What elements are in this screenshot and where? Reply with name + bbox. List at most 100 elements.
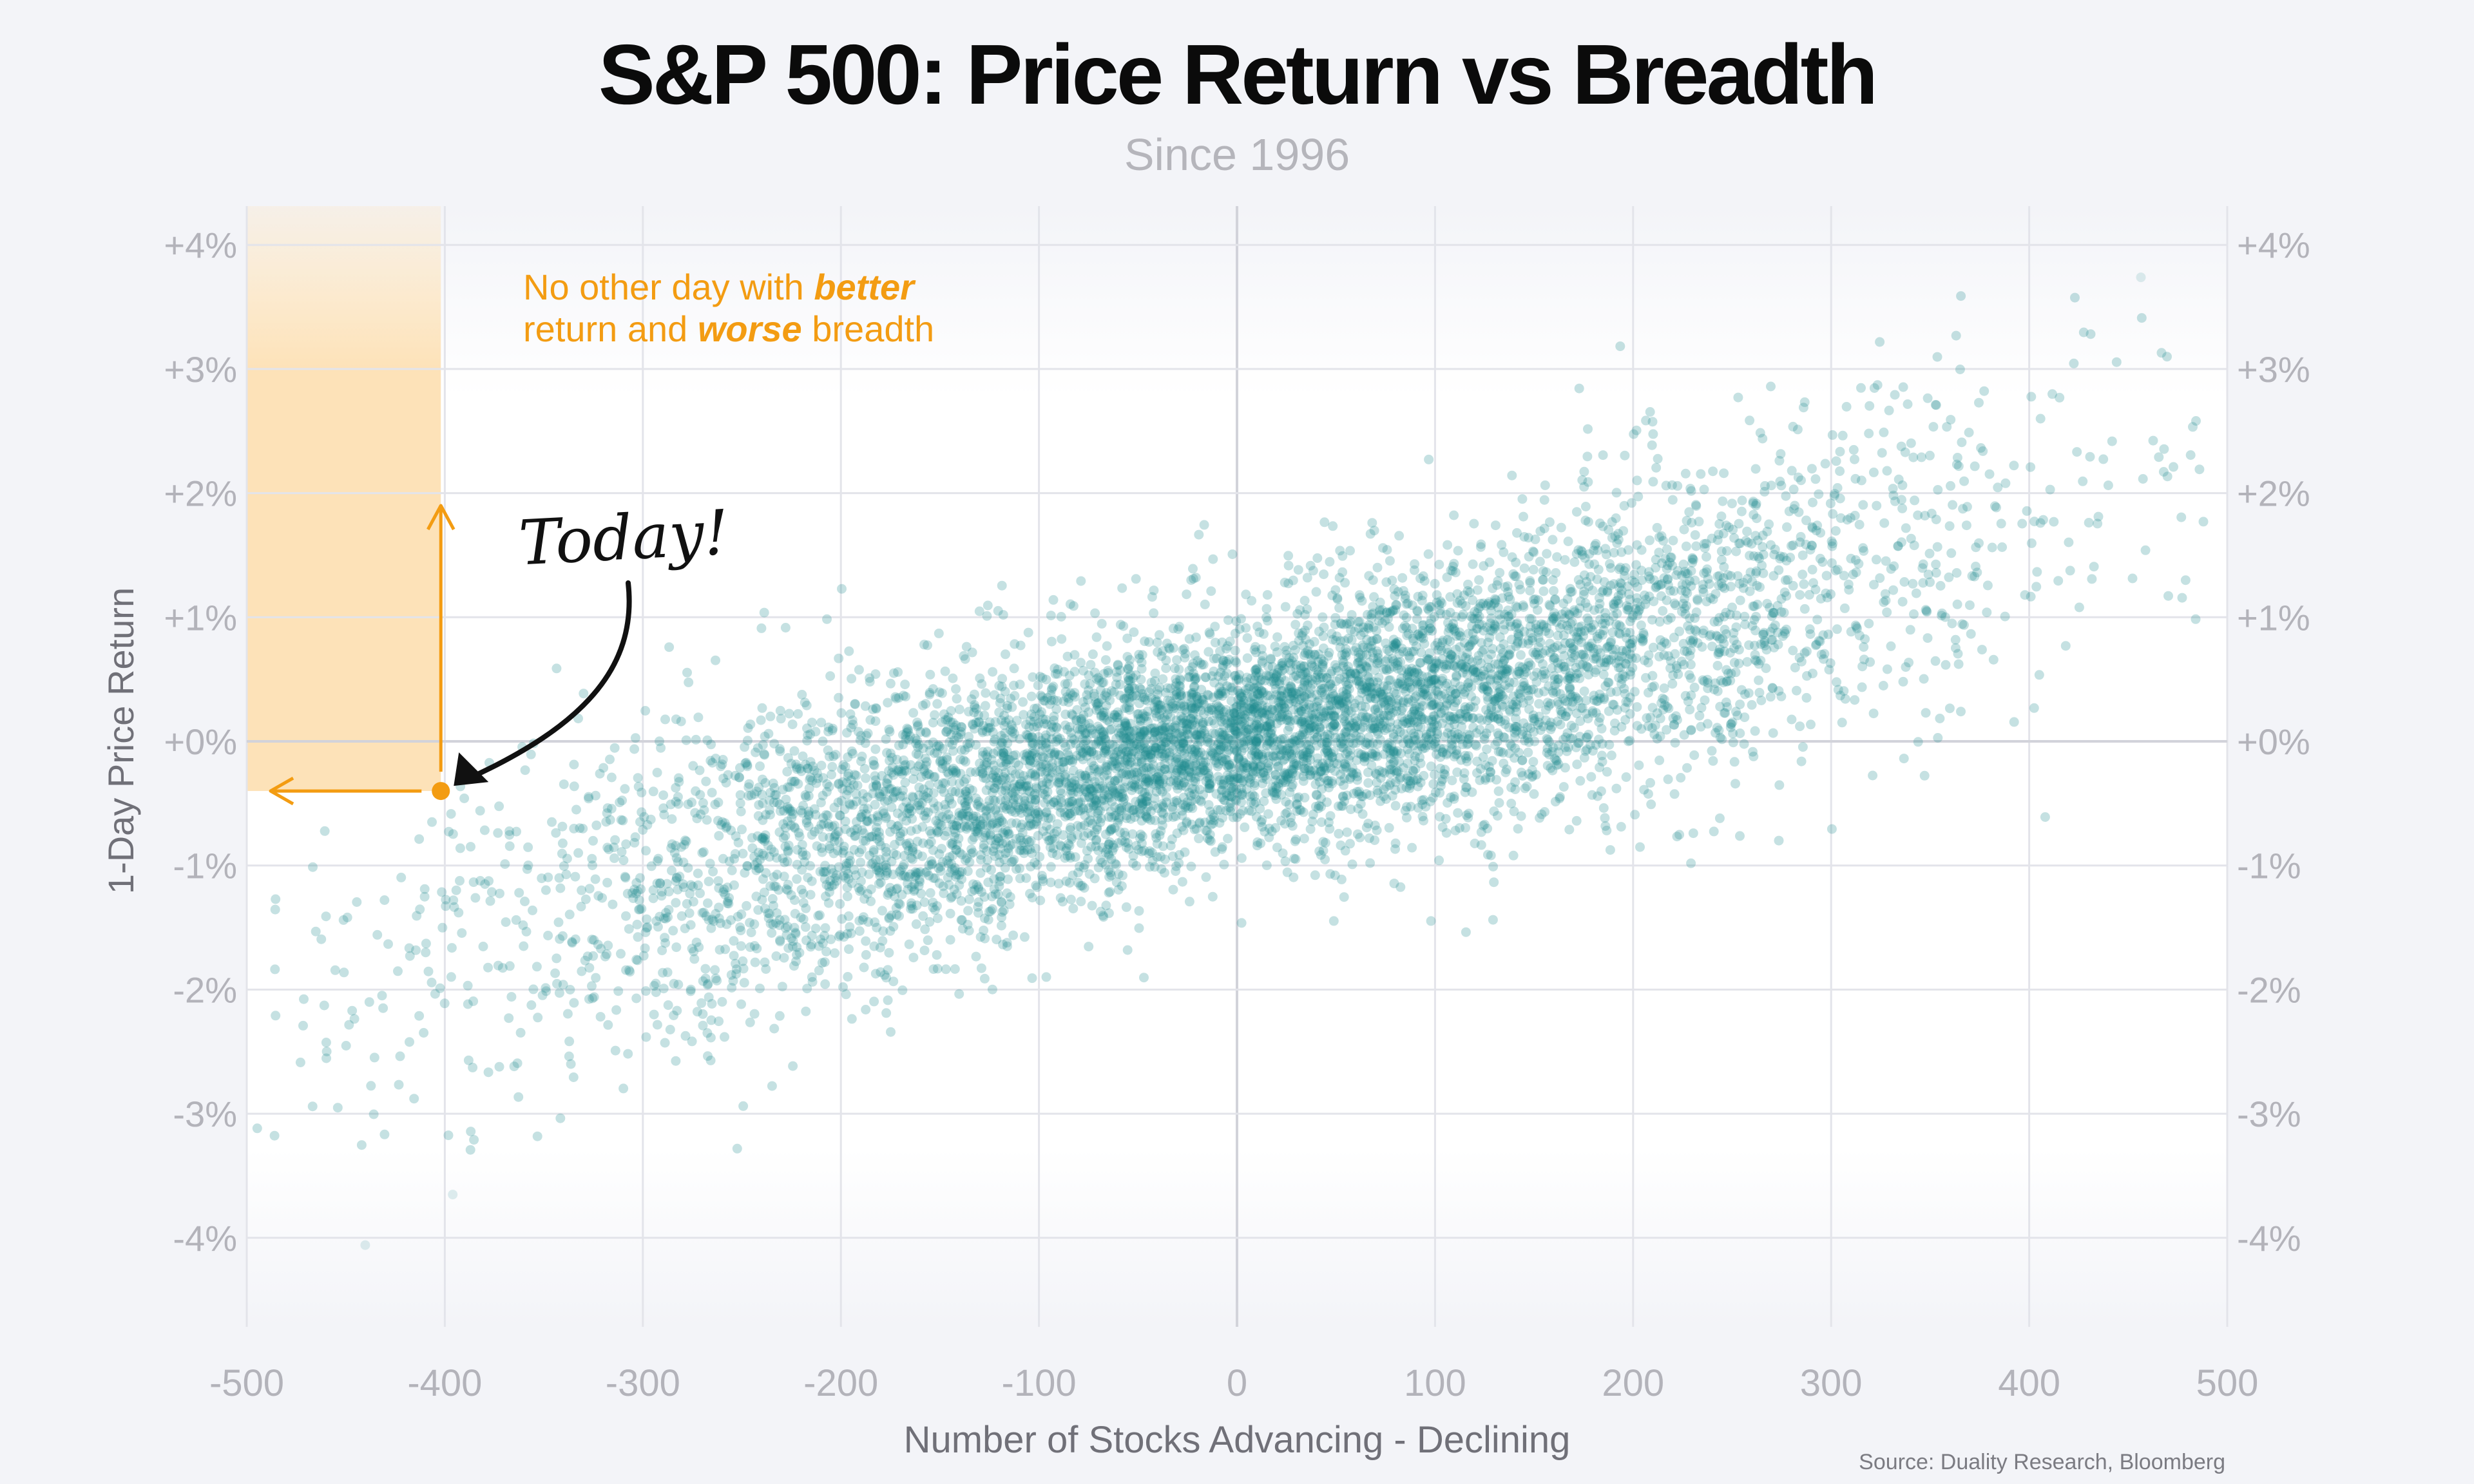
data-point [1318, 662, 1328, 672]
data-point [1060, 772, 1070, 782]
data-point [1239, 702, 1249, 712]
data-point [1077, 838, 1086, 848]
data-point [1312, 670, 1323, 680]
data-point [1390, 643, 1401, 654]
data-point [1616, 578, 1626, 589]
data-point [1458, 609, 1468, 620]
data-point [1190, 734, 1200, 744]
data-point [1325, 763, 1336, 774]
data-point [943, 715, 953, 725]
data-point [1134, 649, 1144, 660]
data-point [1850, 620, 1861, 631]
data-point [419, 884, 430, 894]
data-point [1117, 792, 1127, 803]
data-point [1959, 476, 1970, 486]
data-point [1319, 773, 1329, 783]
data-point [1690, 613, 1700, 623]
data-point [1685, 484, 1696, 494]
data-point [1429, 699, 1439, 709]
data-point [1734, 518, 1744, 529]
data-point [1404, 748, 1414, 759]
data-point [1344, 722, 1354, 732]
data-point [1832, 564, 1843, 575]
data-point [2188, 422, 2198, 432]
data-point [2034, 670, 2044, 680]
data-point [378, 1003, 388, 1013]
data-point [671, 714, 681, 725]
data-point [1607, 517, 1617, 527]
data-point [1160, 733, 1170, 743]
data-point [1890, 390, 1900, 400]
data-point [1509, 678, 1519, 687]
data-point [749, 941, 760, 951]
data-point [1958, 504, 1968, 514]
data-point [960, 801, 970, 811]
data-point [1519, 718, 1529, 728]
data-point [1753, 551, 1763, 562]
data-point [933, 801, 943, 812]
data-point [1566, 587, 1576, 597]
data-point [1191, 745, 1201, 755]
data-point [1667, 495, 1678, 505]
data-point [1216, 688, 1226, 698]
data-point [1493, 602, 1503, 613]
data-point [1611, 488, 1622, 498]
data-point [934, 740, 944, 750]
data-point [945, 868, 955, 878]
data-point [1134, 653, 1144, 663]
data-point [982, 752, 992, 762]
data-point [758, 874, 768, 884]
data-point [673, 857, 683, 867]
data-point [1646, 799, 1656, 810]
data-point [1373, 652, 1383, 663]
data-point [1897, 480, 1908, 490]
data-point [1235, 720, 1245, 730]
data-point [1188, 564, 1198, 574]
data-point [1330, 660, 1340, 670]
data-point [767, 1081, 777, 1091]
highlight-region [247, 206, 441, 792]
data-point [1780, 629, 1790, 639]
data-point [1952, 599, 1962, 609]
data-point [698, 847, 709, 857]
data-point [1046, 690, 1056, 700]
data-point [1245, 681, 1255, 692]
data-point [990, 889, 1001, 899]
data-point [1372, 562, 1383, 573]
data-point [557, 838, 568, 848]
data-point [1795, 721, 1805, 732]
data-point [926, 829, 937, 839]
data-point [1508, 850, 1519, 861]
data-point [1171, 716, 1182, 725]
data-point [1027, 848, 1037, 859]
data-point [1709, 826, 1719, 837]
data-point [1131, 670, 1141, 680]
data-point [1432, 729, 1443, 739]
data-point [1415, 707, 1424, 717]
data-point [1214, 705, 1224, 716]
data-point [1342, 827, 1352, 837]
data-point [863, 917, 874, 927]
data-point [1291, 736, 1301, 746]
data-point [1831, 456, 1841, 466]
data-point [978, 747, 988, 757]
data-point [1485, 772, 1495, 783]
data-point [1171, 861, 1182, 871]
data-point [1715, 701, 1725, 712]
data-point [1468, 722, 1479, 732]
data-point [1260, 708, 1270, 718]
data-point [1526, 660, 1536, 671]
data-point [421, 938, 431, 949]
data-point [1182, 723, 1193, 734]
data-point [1443, 798, 1453, 808]
data-point [1049, 716, 1059, 725]
data-point [1430, 663, 1440, 672]
data-point [937, 756, 948, 766]
data-point [1236, 692, 1247, 702]
data-point [1435, 609, 1446, 619]
data-point [2191, 614, 2201, 624]
data-point [1918, 578, 1928, 588]
data-point [805, 757, 816, 767]
data-point [1356, 724, 1366, 734]
data-point [1055, 772, 1065, 783]
